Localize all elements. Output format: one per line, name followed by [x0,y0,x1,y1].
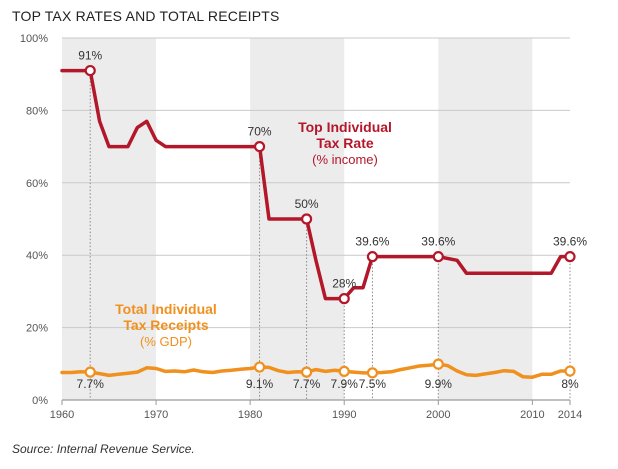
receipts-marker [338,365,350,378]
receipts-marker [253,361,266,373]
y-tick-label: 100% [20,33,48,45]
receipts-line [60,362,572,379]
source-note: Source: Internal Revenue Service. [12,442,195,456]
receipts-marker [84,366,96,378]
receipts-series-label: Tax Receipts [123,317,209,333]
receipts-series-label: (% GDP) [140,334,192,349]
x-tick-label: 1980 [238,409,262,421]
x-tick-label: 2010 [520,409,544,421]
y-tick-label: 40% [26,250,48,262]
x-tick-label: 2000 [426,409,450,421]
tax-rate-series-label: Top Individual [298,119,392,135]
receipts-value-label: 9.9% [425,377,453,391]
tax_rate-marker [366,251,379,263]
chart-title: TOP TAX RATES AND TOTAL RECEIPTS [12,8,280,24]
receipts-value-label: 7.5% [359,377,387,391]
tax-rate-value-label: 50% [295,197,319,211]
tax-rate-value-label: 39.6% [355,235,389,249]
y-axis-ticks: 0% 20% 40% 60% 80% 100% [20,33,48,407]
tax_rate-marker [84,64,96,77]
tax_rate-marker [300,213,313,225]
tax-rate-series-label: (% income) [312,152,378,167]
x-tick-label: 1990 [332,409,356,421]
x-tick-label: 1960 [50,409,74,421]
x-tick-label: 1970 [144,409,168,421]
tax-rate-value-label: 39.6% [421,235,455,249]
receipts-marker [366,367,379,379]
receipts-value-label: 7.9% [331,377,359,391]
series-markers [84,64,576,379]
receipts-series-label: Total Individual [115,301,217,317]
y-tick-label: 20% [26,323,48,335]
tax-rate-value-label: 91% [78,49,102,63]
tax_rate-marker [432,251,444,263]
tax_rate-line [60,68,572,301]
tax_rate-marker [253,141,266,153]
receipts-marker [564,365,576,377]
x-tick-label: 2014 [558,409,582,421]
receipts-value-label: 8% [561,377,579,391]
tax-rate-value-label: 28% [332,277,356,291]
receipts-value-label: 9.1% [246,377,274,391]
decade-band [438,38,533,400]
marker-labels: 91% 70% 50% 28% 39.6% 39.6% 39.6% 7.7% 9.1% 7.7% 7… [77,49,588,391]
receipts-value-label: 7.7% [293,377,321,391]
y-tick-label: 60% [26,178,48,190]
tax_rate-marker [564,251,576,263]
series-lines [60,68,572,379]
tax-rate-value-label: 70% [248,125,272,139]
y-tick-label: 0% [32,395,48,407]
receipts-value-label: 7.7% [77,377,105,391]
decade-band [62,38,157,400]
tax-rate-value-label: 39.6% [553,235,587,249]
y-tick-label: 80% [26,105,48,117]
x-axis-ticks: 1960 1970 1980 1990 2000 2010 2014 [50,400,582,421]
tax-rate-series-label: Tax Rate [316,135,374,151]
receipts-marker [432,358,444,370]
receipts-marker [300,366,313,378]
tax_rate-marker [338,293,350,305]
